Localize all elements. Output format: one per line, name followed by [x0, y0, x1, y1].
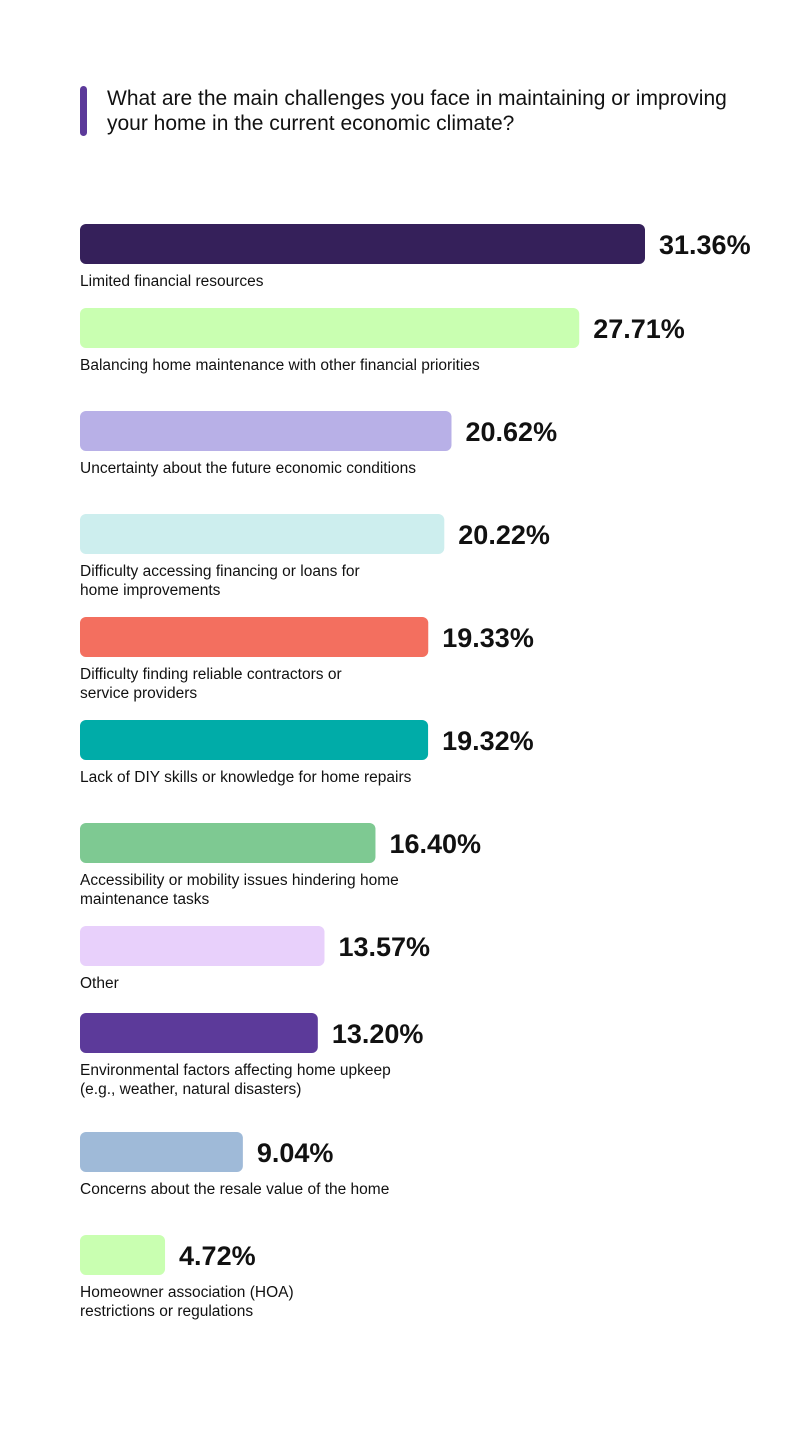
bar-value-label: 31.36%	[659, 230, 751, 260]
bar-category-label: Accessibility or mobility issues hinderi…	[80, 872, 399, 889]
bar-row: 19.32% Lack of DIY skills or knowledge fo…	[80, 720, 534, 786]
bar-value-label: 16.40%	[389, 829, 481, 859]
bar-row: 9.04% Concerns about the resale value of …	[80, 1132, 389, 1198]
bar-value-label: 20.22%	[458, 520, 550, 550]
bar-row: 19.33% Difficulty finding reliable contra…	[80, 617, 534, 702]
bar-value-label: 20.62%	[466, 417, 558, 447]
bar-category-label: Balancing home maintenance with other fi…	[80, 357, 480, 374]
bar-value-label: 13.20%	[332, 1019, 424, 1049]
bar	[80, 926, 325, 966]
bar-row: 20.62% Uncertainty about the future econo…	[80, 411, 557, 477]
bar	[80, 1235, 166, 1275]
bar-row: 27.71% Balancing home maintenance with ot…	[80, 308, 685, 374]
bar-category-label: Lack of DIY skills or knowledge for home…	[80, 769, 412, 786]
bar-category-label: Homeowner association (HOA)	[80, 1284, 294, 1301]
bar	[80, 308, 580, 348]
chart-title: What are the main challenges you face in…	[107, 87, 727, 135]
bar-category-label: service providers	[80, 685, 197, 702]
bar	[80, 1013, 318, 1053]
bar-category-label: Difficulty finding reliable contractors …	[80, 666, 342, 683]
bar	[80, 514, 445, 554]
bar-row: 31.36% Limited financial resources	[80, 224, 751, 290]
bar-category-label: Uncertainty about the future economic co…	[80, 460, 416, 477]
bar	[80, 823, 376, 863]
bar-value-label: 4.72%	[179, 1241, 256, 1271]
title-accent-bar	[80, 86, 87, 136]
bar-category-label: home improvements	[80, 582, 221, 599]
bar-value-label: 19.33%	[442, 623, 534, 653]
bar-row: 20.22% Difficulty accessing financing or …	[80, 514, 550, 599]
bar-row: 16.40% Accessibility or mobility issues h…	[80, 823, 481, 908]
bar-value-label: 19.32%	[442, 726, 534, 756]
bar	[80, 411, 452, 451]
bar-row: 13.20% Environmental factors affecting ho…	[80, 1013, 423, 1098]
bar	[80, 224, 645, 264]
bar-row: 13.57% Other	[80, 926, 430, 992]
bar-category-label: maintenance tasks	[80, 891, 209, 908]
bar-category-label: restrictions or regulations	[80, 1303, 253, 1320]
bar	[80, 720, 429, 760]
bar-category-label: Concerns about the resale value of the h…	[80, 1181, 389, 1198]
bar	[80, 1132, 243, 1172]
bar	[80, 617, 429, 657]
bar-row: 4.72% Homeowner association (HOA) restrict…	[80, 1235, 294, 1320]
bar-category-label: (e.g., weather, natural disasters)	[80, 1081, 301, 1098]
bar-category-label: Environmental factors affecting home upk…	[80, 1062, 391, 1079]
bar-category-label: Other	[80, 975, 119, 992]
bar-value-label: 13.57%	[338, 932, 430, 962]
bar-category-label: Limited financial resources	[80, 273, 264, 290]
bar-value-label: 9.04%	[257, 1138, 334, 1168]
bar-value-label: 27.71%	[593, 314, 685, 344]
bar-category-label: Difficulty accessing financing or loans …	[80, 563, 360, 580]
